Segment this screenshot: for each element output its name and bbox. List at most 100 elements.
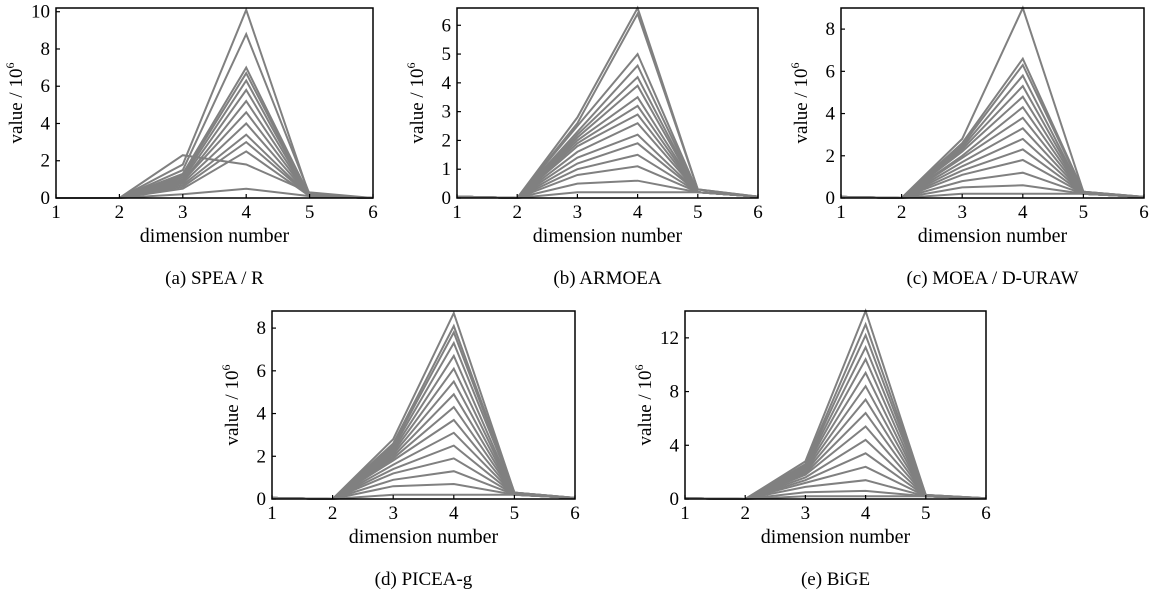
- panel-caption: (e) BiGE: [801, 569, 870, 590]
- series-line-11: [56, 133, 374, 199]
- x-tick-label: 3: [388, 503, 398, 524]
- series-line-8: [56, 99, 374, 199]
- y-tick-label: 4: [41, 113, 51, 134]
- x-tick-label: 6: [1139, 202, 1149, 223]
- y-axis-label-text: value / 10: [791, 69, 812, 144]
- y-axis-label-exponent: 6: [404, 63, 418, 69]
- x-tick-label: 6: [570, 503, 580, 524]
- series-line-9: [684, 411, 987, 501]
- y-tick-label: 4: [257, 404, 267, 425]
- x-tick-label: 2: [740, 503, 750, 524]
- series-line-14: [840, 184, 1145, 200]
- x-tick-label: 5: [693, 202, 703, 223]
- x-tick-label: 3: [957, 202, 967, 223]
- x-tick-label: 4: [241, 202, 251, 223]
- series-line-11: [456, 133, 759, 200]
- series-group: [271, 310, 576, 501]
- x-tick-label: 1: [680, 503, 690, 524]
- y-tick-label: 0: [41, 188, 51, 209]
- x-tick-label: 1: [452, 202, 462, 223]
- y-tick-label: 6: [442, 15, 452, 36]
- y-axis-label: value / 106: [3, 63, 27, 144]
- plot-frame: [271, 310, 576, 500]
- x-tick-label: 5: [921, 503, 931, 524]
- series-line-2: [271, 323, 576, 501]
- plot-frame: [456, 7, 759, 199]
- series-line-3: [456, 52, 759, 200]
- x-tick-label: 3: [178, 202, 188, 223]
- y-axis-label-text: value / 10: [635, 371, 656, 446]
- plot-frame: [684, 310, 987, 500]
- x-axis-label: dimension number: [918, 225, 1068, 247]
- series-group: [56, 7, 374, 199]
- y-tick-label: 6: [826, 61, 836, 82]
- x-tick-label: 1: [51, 202, 61, 223]
- x-tick-label: 6: [368, 202, 378, 223]
- y-axis-label: value / 106: [632, 365, 656, 446]
- x-axis-label: dimension number: [533, 225, 683, 247]
- y-tick-label: 2: [41, 151, 51, 172]
- x-tick-label: 3: [801, 503, 811, 524]
- series-line-1: [840, 5, 1145, 200]
- y-axis-label: value / 106: [404, 63, 428, 144]
- y-axis-label-text: value / 10: [222, 371, 243, 446]
- x-tick-label: 4: [861, 503, 871, 524]
- y-tick-label: 8: [670, 382, 680, 403]
- y-axis-label-exponent: 6: [3, 63, 17, 69]
- x-tick-label: 4: [633, 202, 643, 223]
- x-tick-label: 2: [328, 503, 338, 524]
- y-tick-label: 6: [41, 76, 51, 97]
- series-line-1: [456, 5, 759, 200]
- series-group: [684, 308, 987, 501]
- x-tick-label: 5: [510, 503, 520, 524]
- series-line-7: [56, 88, 374, 199]
- series-line-10: [456, 121, 759, 200]
- y-axis-label-exponent: 6: [632, 365, 646, 371]
- plot-frame: [55, 7, 374, 199]
- y-tick-label: 10: [31, 2, 50, 23]
- y-tick-label: 4: [670, 435, 680, 456]
- y-axis-label: value / 106: [788, 63, 812, 144]
- series-line-13: [271, 457, 576, 501]
- y-tick-label: 3: [442, 102, 452, 123]
- y-axis-label-exponent: 6: [788, 63, 802, 69]
- y-tick-label: 2: [442, 130, 452, 151]
- y-tick-label: 0: [442, 188, 452, 209]
- x-axis-label: dimension number: [761, 526, 911, 548]
- x-axis-label: dimension number: [349, 526, 499, 548]
- x-tick-label: 2: [512, 202, 522, 223]
- series-line-4: [684, 344, 987, 501]
- series-line-16: [456, 191, 759, 200]
- y-tick-label: 12: [660, 328, 679, 349]
- x-tick-label: 3: [573, 202, 583, 223]
- y-tick-label: 8: [41, 39, 51, 60]
- series-line-1: [271, 310, 576, 501]
- x-tick-label: 4: [1018, 202, 1028, 223]
- series-line-11: [684, 438, 987, 501]
- series-line-6: [56, 78, 374, 199]
- plot-frame: [840, 7, 1145, 199]
- y-tick-label: 8: [257, 318, 267, 339]
- panel-caption: (a) SPEA / R: [165, 268, 264, 289]
- series-line-4: [456, 63, 759, 200]
- y-tick-label: 0: [670, 489, 680, 510]
- panel-caption: (d) PICEA-g: [375, 569, 473, 590]
- y-axis-label: value / 106: [219, 365, 243, 446]
- series-line-3: [56, 31, 374, 199]
- x-tick-label: 1: [836, 202, 846, 223]
- panel-caption: (c) MOEA / D-URAW: [906, 268, 1078, 289]
- series-line-15: [456, 179, 759, 200]
- series-line-10: [840, 137, 1145, 200]
- series-group: [456, 5, 759, 200]
- series-line-9: [456, 113, 759, 200]
- series-line-15: [271, 482, 576, 501]
- x-tick-label: 5: [1079, 202, 1089, 223]
- x-tick-label: 2: [897, 202, 907, 223]
- x-tick-label: 4: [449, 503, 459, 524]
- y-tick-label: 0: [257, 489, 267, 510]
- y-tick-label: 5: [442, 44, 452, 65]
- y-axis-label-exponent: 6: [219, 365, 233, 371]
